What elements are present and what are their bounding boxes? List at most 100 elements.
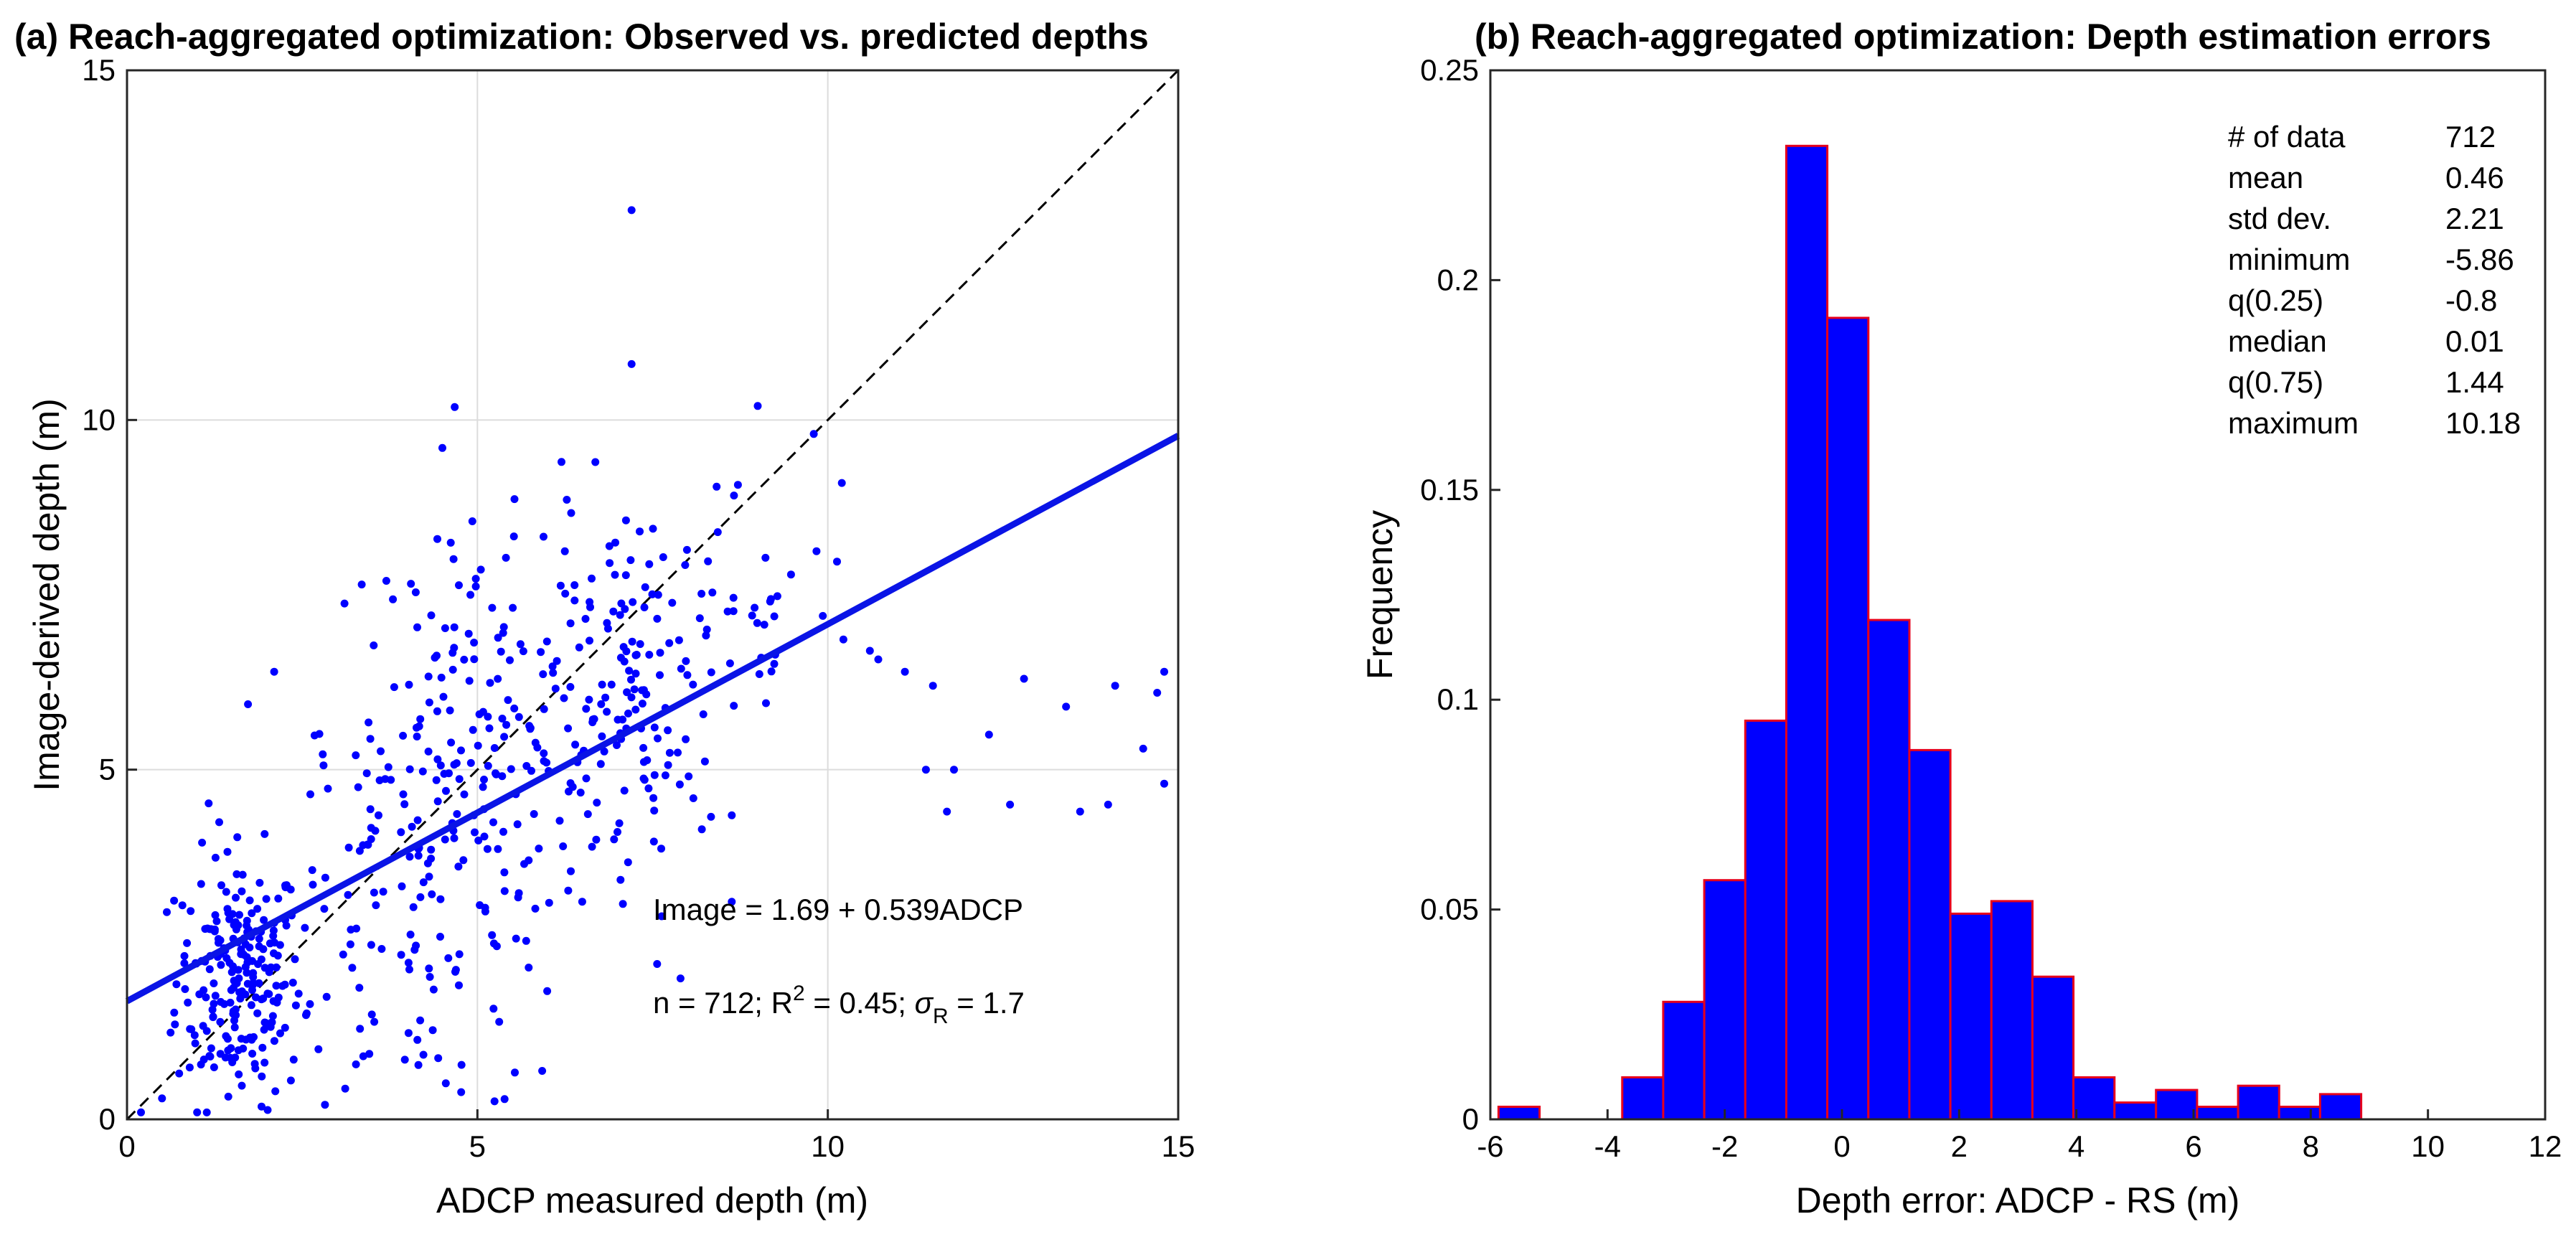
scatter-point (465, 677, 474, 685)
scatter-point (447, 738, 456, 747)
scatter-point (433, 652, 441, 660)
x-tick-label: -6 (1477, 1129, 1503, 1163)
scatter-point (301, 923, 309, 932)
scatter-point (370, 1017, 379, 1026)
scatter-point (611, 538, 619, 547)
scatter-point (339, 950, 347, 959)
scatter-point (657, 845, 665, 853)
x-tick-label: 0 (118, 1129, 135, 1163)
scatter-point (603, 624, 612, 633)
y-tick-label: 0.15 (1420, 473, 1479, 507)
scatter-point (526, 725, 535, 733)
scatter-point (543, 987, 552, 995)
scatter-point (748, 611, 756, 620)
scatter-point (582, 774, 591, 783)
scatter-point (1160, 779, 1168, 788)
scatter-point (730, 702, 738, 710)
scatter-point (245, 896, 254, 905)
scatter-point (199, 1055, 208, 1064)
scatter-point (416, 1016, 425, 1025)
scatter-point (238, 987, 246, 996)
scatter-point (615, 819, 624, 827)
stats-row-label: minimum (2228, 243, 2350, 276)
scatter-point (603, 707, 611, 716)
scatter-point (865, 646, 874, 655)
scatter-point (210, 1063, 218, 1071)
scatter-point (566, 682, 575, 691)
scatter-point (591, 458, 600, 466)
scatter-point (702, 631, 710, 640)
scatter-point (471, 828, 479, 837)
scatter-point (593, 799, 601, 807)
scatter-point (533, 743, 542, 752)
scatter-point (291, 1001, 300, 1010)
scatter-point (441, 1079, 450, 1088)
scatter-point (217, 881, 225, 890)
scatter-point (217, 961, 225, 969)
scatter-point (306, 1000, 314, 1008)
scatter-point (344, 890, 352, 899)
scatter-point (442, 786, 450, 795)
scatter-point (357, 580, 366, 589)
scatter-point (270, 1037, 278, 1045)
scatter-point (228, 910, 237, 918)
scatter-point (211, 992, 220, 1000)
scatter-point (322, 992, 331, 1001)
scatter-point (457, 1060, 466, 1069)
scatter-point (613, 741, 621, 749)
histogram-bar (1908, 748, 1952, 1121)
scatter-point (510, 495, 519, 504)
scatter-point (728, 898, 736, 906)
scatter-point (210, 1000, 218, 1008)
scatter-point (230, 1023, 239, 1032)
scatter-point (427, 611, 436, 620)
scatter-point (786, 570, 795, 579)
regression-line (125, 433, 1180, 1005)
scatter-point (620, 657, 629, 666)
scatter-point (542, 637, 551, 646)
panel-a-identity-line (126, 69, 1180, 1121)
scatter-point (644, 784, 653, 793)
scatter-point (379, 888, 387, 896)
scatter-point (468, 517, 476, 525)
scatter-point (227, 968, 236, 977)
scatter-point (224, 1092, 232, 1101)
scatter-point (812, 547, 821, 555)
scatter-point (1062, 702, 1071, 711)
scatter-point (1111, 682, 1119, 690)
panel-a-y-axis-label: Image-derived depth (m) (27, 398, 67, 791)
scatter-point (288, 979, 297, 987)
scatter-point (207, 1044, 215, 1053)
scatter-point (564, 724, 573, 733)
scatter-point (514, 889, 523, 898)
scatter-point (476, 565, 485, 574)
scatter-point (291, 955, 299, 964)
scatter-point (474, 741, 482, 750)
scatter-point (471, 575, 480, 583)
scatter-point (668, 598, 677, 607)
scatter-point (183, 939, 192, 947)
panel-b-bars (1497, 144, 2363, 1121)
stats-row-value: 10.18 (2445, 406, 2521, 440)
panel-b-axes-box (1489, 69, 2547, 1121)
scatter-point (286, 1076, 295, 1085)
scatter-point (656, 649, 664, 657)
scatter-point (457, 1088, 466, 1096)
scatter-point (227, 986, 235, 994)
scatter-point (258, 1072, 266, 1081)
scatter-point (657, 912, 666, 921)
scatter-point (470, 639, 479, 647)
scatter-point (685, 772, 693, 781)
scatter-point (530, 810, 538, 818)
scatter-point (178, 901, 187, 910)
scatter-point (540, 749, 548, 758)
scatter-point (598, 732, 606, 740)
scatter-point (413, 816, 422, 824)
stats-row-value: 712 (2445, 120, 2496, 154)
scatter-point (567, 509, 575, 517)
scatter-point (269, 931, 278, 940)
scatter-point (631, 705, 640, 714)
scatter-point (400, 800, 409, 809)
scatter-point (180, 959, 189, 967)
scatter-point (729, 593, 738, 602)
